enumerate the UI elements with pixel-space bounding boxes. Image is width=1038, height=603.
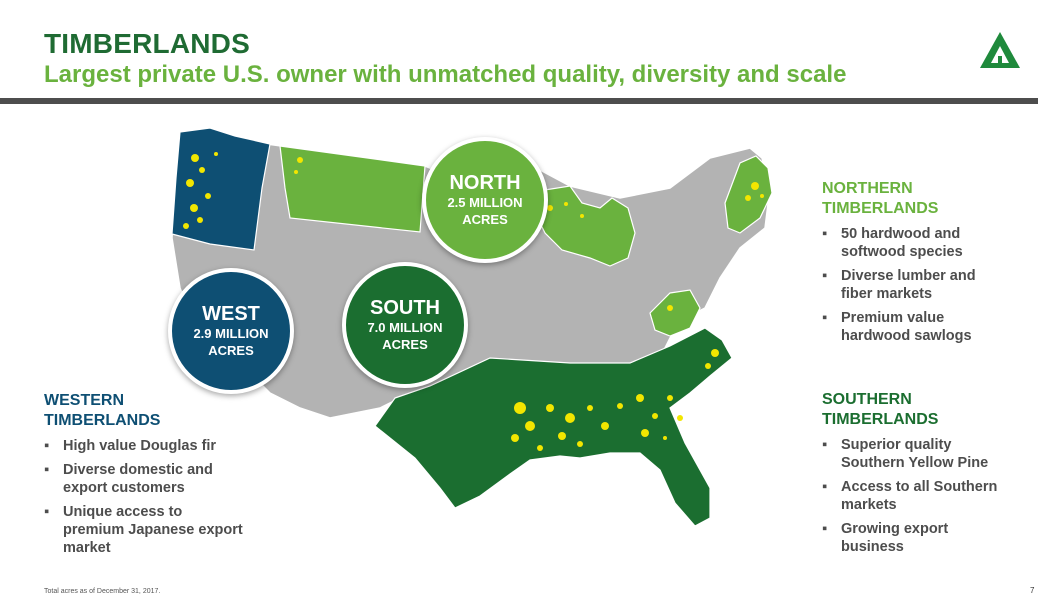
bullet-text: Superior quality	[841, 437, 952, 453]
bullet-text: Premium value	[841, 310, 945, 326]
bullet-text: business	[841, 539, 904, 555]
north-region-badge: NORTH 2.5 MILLION ACRES	[422, 137, 548, 263]
western-bullet-list: High value Douglas fir Diverse domestic …	[44, 437, 274, 557]
bullet-text: Diverse domestic and	[63, 462, 213, 478]
north-region-acres-line2: ACRES	[462, 212, 508, 227]
timber-holdings	[183, 152, 764, 451]
southern-timberlands-section: SOUTHERN TIMBERLANDS Superior quality Sou…	[822, 390, 1022, 562]
footnote: Total acres as of December 31, 2017.	[44, 588, 161, 595]
northern-heading-line2: TIMBERLANDS	[822, 200, 939, 217]
bullet-text: Unique access to	[63, 504, 183, 520]
western-heading: WESTERN TIMBERLANDS	[44, 391, 274, 431]
bullet-text: Growing export	[841, 521, 949, 537]
us-timberlands-map	[171, 127, 773, 527]
bullet-text: Diverse lumber and	[841, 268, 976, 284]
south-region-acres-line1: 7.0 MILLION	[367, 320, 443, 335]
header-divider	[0, 98, 1038, 104]
page-title: TIMBERLANDS	[44, 28, 250, 59]
bullet-text: premium Japanese export	[63, 522, 243, 538]
list-item: Growing export business	[822, 520, 1022, 556]
bullet-text: hardwood sawlogs	[841, 328, 972, 344]
northern-timberlands-section: NORTHERN TIMBERLANDS 50 hardwood and soft…	[822, 179, 1022, 351]
west-region-acres-line2: ACRES	[208, 343, 254, 358]
list-item: Premium value hardwood sawlogs	[822, 309, 1022, 345]
list-item: Superior quality Southern Yellow Pine	[822, 436, 1022, 472]
west-region-badge: WEST 2.9 MILLION ACRES	[168, 268, 294, 394]
list-item: Diverse lumber and fiber markets	[822, 267, 1022, 303]
bullet-text: fiber markets	[841, 286, 933, 302]
southern-heading-line1: SOUTHERN	[822, 391, 912, 408]
western-heading-line2: TIMBERLANDS	[44, 412, 161, 429]
montana-region-shape	[279, 145, 426, 233]
bullet-text: Access to all Southern	[841, 479, 998, 495]
list-item: Diverse domestic and export customers	[44, 461, 274, 497]
bullet-text: High value Douglas fir	[63, 438, 217, 454]
northern-heading: NORTHERN TIMBERLANDS	[822, 179, 1022, 219]
bullet-text: markets	[841, 497, 897, 513]
south-region-name: SOUTH	[370, 297, 440, 319]
north-region-name: NORTH	[449, 172, 521, 194]
northern-heading-line1: NORTHERN	[822, 180, 913, 197]
western-heading-line1: WESTERN	[44, 392, 124, 409]
north-region-acres-line1: 2.5 MILLION	[447, 195, 523, 210]
south-region-badge: SOUTH 7.0 MILLION ACRES	[342, 262, 468, 388]
northeast-region-shape	[724, 155, 773, 234]
tree-triangle-icon	[980, 32, 1020, 68]
list-item: Access to all Southern markets	[822, 478, 1022, 514]
list-item: Unique access to premium Japanese export m…	[44, 503, 274, 557]
bullet-text: market	[63, 540, 111, 556]
page-number: 7	[1030, 586, 1035, 595]
south-region-shape	[374, 327, 733, 527]
bullet-text: 50 hardwood and	[841, 226, 961, 242]
page-subtitle: Largest private U.S. owner with unmatche…	[44, 61, 847, 88]
northern-bullet-list: 50 hardwood and softwood species Diverse …	[822, 225, 1022, 345]
bullet-text: export customers	[63, 480, 185, 496]
western-timberlands-section: WESTERN TIMBERLANDS High value Douglas f…	[44, 391, 274, 563]
west-region-name: WEST	[202, 303, 260, 325]
southern-bullet-list: Superior quality Southern Yellow Pine Acc…	[822, 436, 1022, 556]
bullet-text: softwood species	[841, 244, 963, 260]
south-region-acres-line2: ACRES	[382, 337, 428, 352]
great-lakes-region-shape	[531, 185, 636, 267]
west-virginia-region-shape	[649, 289, 701, 337]
bullet-text: Southern Yellow Pine	[841, 455, 989, 471]
list-item: High value Douglas fir	[44, 437, 274, 455]
southern-heading-line2: TIMBERLANDS	[822, 411, 939, 428]
list-item: 50 hardwood and softwood species	[822, 225, 1022, 261]
west-region-shape	[171, 127, 271, 251]
southern-heading: SOUTHERN TIMBERLANDS	[822, 390, 1022, 430]
west-region-acres-line1: 2.9 MILLION	[193, 326, 269, 341]
